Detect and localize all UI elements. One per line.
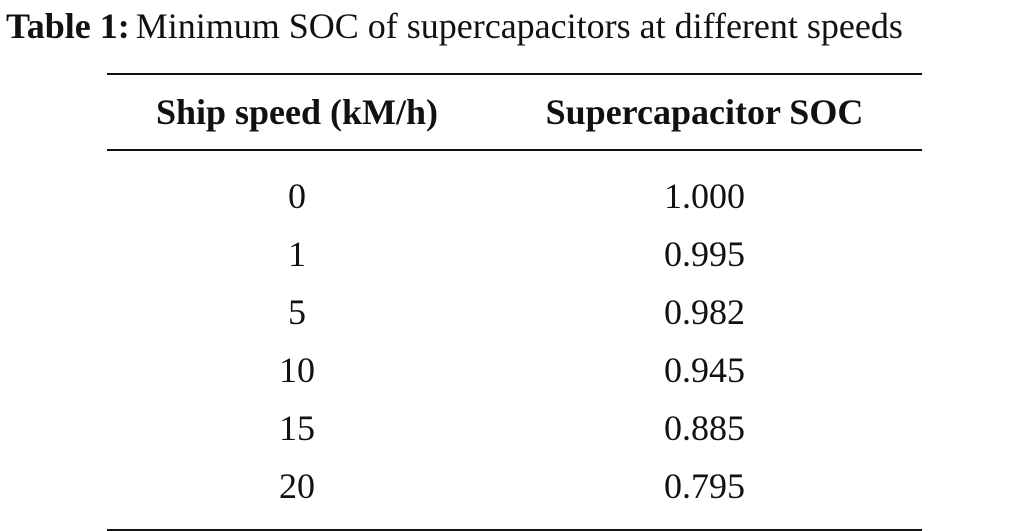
cell-supercapacitor-soc: 0.982 — [664, 292, 745, 332]
cell-ship-speed: 0 — [288, 176, 306, 216]
table-row: 0 1.000 — [107, 167, 922, 225]
soc-table: Ship speed (kM/h) Supercapacitor SOC 0 1… — [107, 73, 922, 531]
cell-ship-speed: 15 — [279, 408, 315, 448]
cell-ship-speed: 1 — [288, 234, 306, 274]
table-caption-label: Table 1: — [6, 6, 130, 46]
table-row: 5 0.982 — [107, 283, 922, 341]
table-row: 10 0.945 — [107, 341, 922, 399]
cell-ship-speed: 20 — [279, 466, 315, 506]
cell-supercapacitor-soc: 0.885 — [664, 408, 745, 448]
table-top-rule — [107, 73, 922, 75]
table-header-row: Ship speed (kM/h) Supercapacitor SOC — [107, 75, 922, 149]
cell-ship-speed: 10 — [279, 350, 315, 390]
table-row: 20 0.795 — [107, 457, 922, 515]
table-row: 15 0.885 — [107, 399, 922, 457]
table-row: 1 0.995 — [107, 225, 922, 283]
cell-supercapacitor-soc: 0.795 — [664, 466, 745, 506]
header-ship-speed: Ship speed (kM/h) — [155, 92, 439, 132]
header-supercapacitor-soc: Supercapacitor SOC — [545, 92, 864, 132]
cell-supercapacitor-soc: 1.000 — [664, 176, 745, 216]
table-caption: Table 1: Minimum SOC of supercapacitors a… — [6, 4, 903, 48]
table-header-rule — [107, 149, 922, 151]
table-body: 0 1.000 1 0.995 5 0.982 10 0.945 15 0.88… — [107, 151, 922, 529]
table-caption-text: Minimum SOC of supercapacitors at differ… — [135, 6, 903, 46]
cell-ship-speed: 5 — [288, 292, 306, 332]
cell-supercapacitor-soc: 0.945 — [664, 350, 745, 390]
cell-supercapacitor-soc: 0.995 — [664, 234, 745, 274]
